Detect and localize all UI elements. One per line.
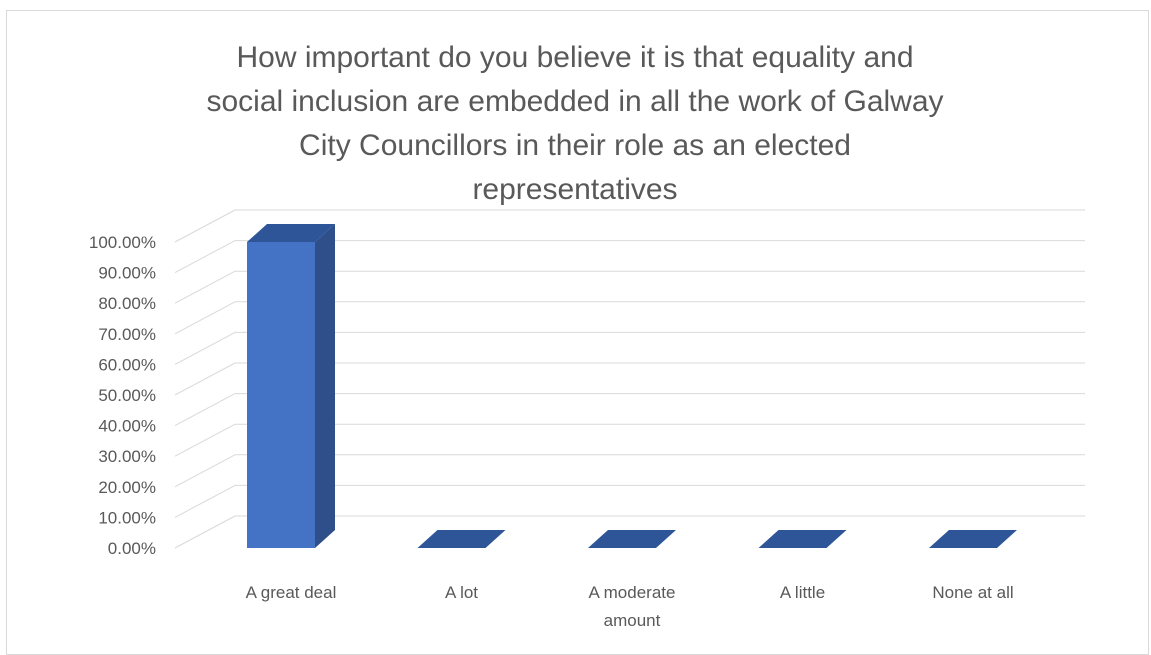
- gridline-diagonal: [174, 423, 236, 457]
- bar-front: [247, 242, 315, 548]
- gridline-diagonal: [174, 209, 236, 243]
- chart-title: How important do you believe it is that …: [206, 41, 944, 206]
- gridline-diagonal: [174, 270, 236, 304]
- bar-top: [758, 530, 847, 548]
- y-tick-label: 20.00%: [98, 478, 156, 497]
- gridline-diagonal: [174, 301, 236, 335]
- gridline-diagonal: [174, 331, 236, 365]
- gridline-diagonal: [174, 484, 236, 518]
- bar-top: [588, 530, 676, 548]
- bar-top: [247, 224, 335, 242]
- y-tick-label: 50.00%: [98, 386, 156, 405]
- bar: [758, 530, 847, 548]
- gridline-diagonal: [174, 362, 236, 396]
- bar-top: [417, 530, 506, 548]
- x-tick-label: A lot: [445, 583, 478, 602]
- x-tick-label: None at all: [932, 583, 1013, 602]
- y-tick-label: 70.00%: [98, 325, 156, 344]
- x-tick-label: A moderate amount: [589, 583, 676, 630]
- x-tick-label: A little: [780, 583, 825, 602]
- y-tick-label: 60.00%: [98, 355, 156, 374]
- bar-side: [315, 224, 335, 548]
- y-tick-label: 80.00%: [98, 294, 156, 313]
- y-tick-label: 100.00%: [89, 233, 156, 252]
- bar: [247, 224, 335, 548]
- gridline-diagonal: [174, 454, 236, 488]
- gridline-diagonal: [174, 515, 236, 549]
- bar-top: [929, 530, 1017, 548]
- bar: [588, 530, 676, 548]
- y-tick-label: 30.00%: [98, 447, 156, 466]
- y-tick-label: 10.00%: [98, 508, 156, 527]
- y-tick-label: 40.00%: [98, 417, 156, 436]
- x-tick-label: A great deal: [246, 583, 337, 602]
- y-tick-label: 0.00%: [108, 539, 156, 558]
- gridline-diagonal: [174, 240, 236, 274]
- bar: [929, 530, 1017, 548]
- bar: [417, 530, 506, 548]
- y-tick-label: 90.00%: [98, 264, 156, 283]
- gridline-diagonal: [174, 393, 236, 427]
